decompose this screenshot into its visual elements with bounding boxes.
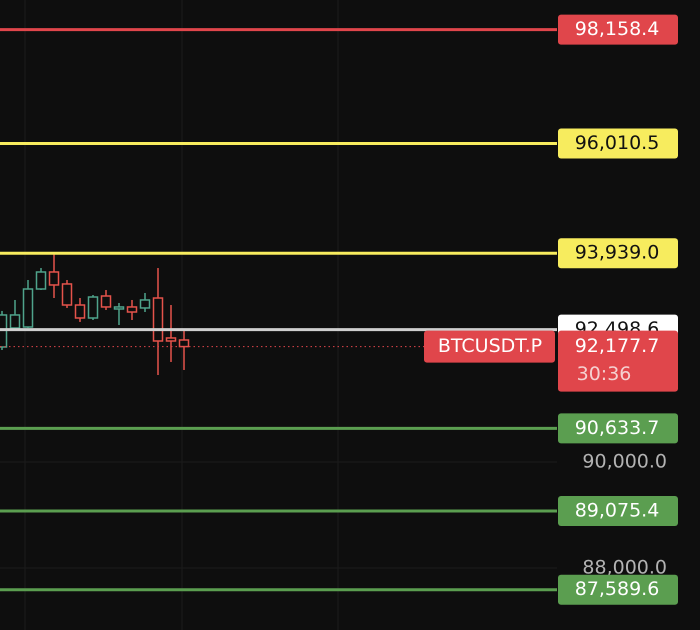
level-label-box <box>558 14 678 45</box>
candle-body <box>113 306 125 310</box>
candle-body <box>100 295 112 308</box>
level-label: 93,939.0 <box>575 242 660 264</box>
candle-body <box>178 339 190 348</box>
symbol-box <box>424 330 555 363</box>
last-price-label: 92,177.7 <box>575 335 660 357</box>
level-label-box <box>558 413 678 444</box>
level-label-box <box>558 238 678 269</box>
candle-body <box>126 306 138 313</box>
y-tick-label: 90,000.0 <box>582 450 667 472</box>
candle-body <box>9 314 21 329</box>
level-label: 89,075.4 <box>575 499 660 521</box>
level-label: 87,589.6 <box>575 578 660 600</box>
level-label: 90,633.7 <box>575 417 660 439</box>
candle-body <box>48 271 60 286</box>
candle-body <box>87 296 99 319</box>
symbol-label: BTCUSDT.P <box>438 335 542 357</box>
candle-body <box>22 288 34 328</box>
candle-body <box>139 299 151 309</box>
countdown-label: 30:36 <box>577 363 632 385</box>
level-label-box <box>558 495 678 526</box>
candle-body <box>61 283 73 306</box>
level-label: 96,010.5 <box>575 132 660 154</box>
level-label-box <box>558 574 678 605</box>
candle-body <box>74 304 86 319</box>
level-label-box <box>558 128 678 159</box>
candle-body <box>152 297 164 342</box>
last-price-box <box>558 330 678 392</box>
level-label: 98,158.4 <box>575 18 660 40</box>
candle-body <box>165 337 177 342</box>
candle-body <box>35 271 47 290</box>
y-tick-label: 88,000.0 <box>582 556 667 578</box>
